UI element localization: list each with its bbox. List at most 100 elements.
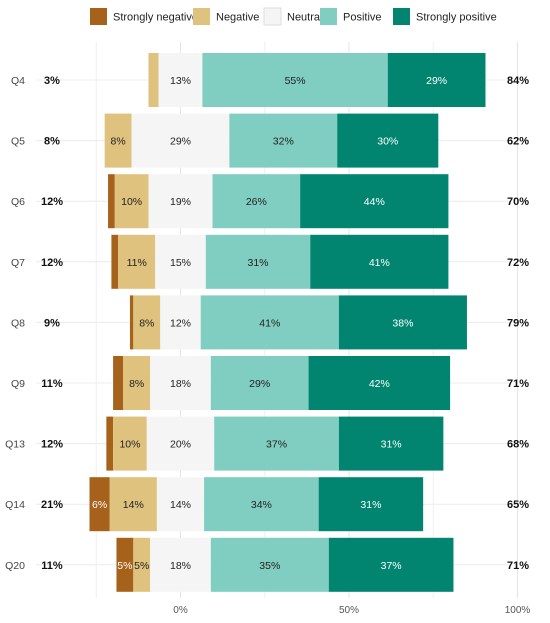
legend-swatch <box>263 7 282 26</box>
bar-segment-negative <box>113 416 147 471</box>
bar-segment-label: 5% <box>134 560 149 572</box>
bar-segment-label: 37% <box>381 560 402 572</box>
question-label: Q4 <box>11 75 25 87</box>
question-label: Q5 <box>11 136 25 148</box>
bar-segment-positive <box>229 113 338 168</box>
bar-segment-label: 18% <box>170 378 191 390</box>
bar-segment-label: 41% <box>259 317 280 329</box>
question-label: Q6 <box>11 196 25 208</box>
bar-segment-label: 29% <box>249 378 270 390</box>
bar-segment-label: 30% <box>377 136 398 148</box>
legend-label: Strongly negative <box>113 12 198 24</box>
bar-segment-positive <box>204 477 319 532</box>
negative-total-label: 11% <box>41 560 63 572</box>
legend-swatch <box>193 8 210 25</box>
legend-swatch <box>90 8 107 25</box>
question-label: Q7 <box>11 257 25 269</box>
row-labels: Q4 3% 84% Q5 8% 62% Q6 12% 70% Q7 12% 72% Q8 9% 79% Q9 1… <box>5 75 529 572</box>
bar-segment-label: 8% <box>129 378 144 390</box>
bar-segment-strongly-positive <box>300 174 449 229</box>
bar-segment-label: 34% <box>251 499 272 511</box>
positive-total-label: 71% <box>507 560 529 572</box>
bar-segment-strongly-positive <box>328 537 454 592</box>
bar-segment-negative <box>114 174 149 229</box>
bar-segment-strongly-positive <box>338 416 444 471</box>
bar-segment-positive <box>205 234 311 289</box>
bar-segment-label: 32% <box>273 136 294 148</box>
bar-segment-negative <box>109 477 157 532</box>
bar-segment-label: 5% <box>117 560 132 572</box>
bar-segment-strongly-positive <box>338 295 467 350</box>
bar-segment-strongly-positive <box>308 356 451 410</box>
negative-total-label: 12% <box>41 439 63 451</box>
bar-segment-strongly-positive <box>387 53 486 107</box>
legend-label: Neutral <box>287 12 322 24</box>
bar-segment-label: 31% <box>360 499 381 511</box>
bar-segment-strongly-negative <box>113 356 124 410</box>
bar-segment-label: 18% <box>170 560 191 572</box>
bar-segment-strongly-positive <box>310 234 449 289</box>
bar-segment-label: 37% <box>266 439 287 451</box>
x-tick-label: 0% <box>173 605 188 616</box>
bar-segment-label: 8% <box>139 317 154 329</box>
bar-segment-negative <box>148 53 159 107</box>
positive-total-label: 71% <box>507 378 529 390</box>
negative-total-label: 8% <box>44 136 60 148</box>
bar-segment-neutral <box>150 537 211 592</box>
bar-segment-negative <box>104 113 132 168</box>
bar-segment-label: 20% <box>170 439 191 451</box>
bar-segment-negative <box>133 295 161 350</box>
bar-segment-strongly-negative <box>89 477 110 532</box>
x-axis: 0% 50% 100% <box>173 605 530 616</box>
bar-segment-positive <box>212 174 301 229</box>
bar-segment-negative <box>133 537 151 592</box>
bar-segment-label: 29% <box>170 136 191 148</box>
positive-total-label: 79% <box>507 317 529 329</box>
bar-segment-label: 31% <box>248 257 269 269</box>
question-label: Q14 <box>5 499 25 511</box>
bar-segment-label: 10% <box>119 439 140 451</box>
legend-swatch <box>393 8 410 25</box>
legend-label: Negative <box>216 12 259 24</box>
negative-total-label: 9% <box>44 317 60 329</box>
legend-swatch <box>320 8 337 25</box>
bar-segment-label: 15% <box>170 257 191 269</box>
bar-segment-negative <box>118 234 156 289</box>
bar-segment-negative <box>123 356 151 410</box>
bar-segment-label: 42% <box>369 378 390 390</box>
positive-total-label: 65% <box>507 499 529 511</box>
bar-segment-neutral <box>131 113 230 168</box>
positive-total-label: 72% <box>507 257 529 269</box>
legend-label: Positive <box>343 12 382 24</box>
bar-segment-label: 6% <box>92 499 107 511</box>
bar-segment-label: 19% <box>170 196 191 208</box>
bar-segment-positive <box>210 537 329 592</box>
bar-segment-label: 31% <box>381 439 402 451</box>
bar-segment-strongly-negative <box>106 416 114 471</box>
bar-segment-positive <box>202 53 388 107</box>
question-label: Q20 <box>5 560 25 572</box>
bar-segment-strongly-negative <box>116 537 134 592</box>
positive-total-label: 70% <box>507 196 529 208</box>
bar-segment-neutral <box>160 295 201 350</box>
bar-segment-label: 8% <box>111 136 126 148</box>
bar-segment-positive <box>214 416 339 471</box>
bar-segment-neutral <box>156 477 205 532</box>
positive-total-label: 84% <box>507 75 529 87</box>
bar-segment-positive <box>210 356 309 410</box>
bar-segment-strongly-negative <box>108 174 115 229</box>
legend-label: Strongly positive <box>416 12 497 24</box>
bars: 13% 55% 29% 8% 29% 32% 30% 10% 19% 26% 44% 11% 15% 31… <box>89 53 486 592</box>
question-label: Q8 <box>11 317 25 329</box>
bar-segment-neutral <box>146 416 215 471</box>
question-label: Q9 <box>11 378 25 390</box>
bar-segment-label: 41% <box>369 257 390 269</box>
question-label: Q13 <box>5 439 25 451</box>
bar-segment-neutral <box>150 356 211 410</box>
negative-total-label: 11% <box>41 378 63 390</box>
bar-segment-neutral <box>155 234 206 289</box>
bar-segment-label: 38% <box>392 317 413 329</box>
bar-segment-label: 14% <box>170 499 191 511</box>
bar-segment-label: 11% <box>127 257 147 269</box>
